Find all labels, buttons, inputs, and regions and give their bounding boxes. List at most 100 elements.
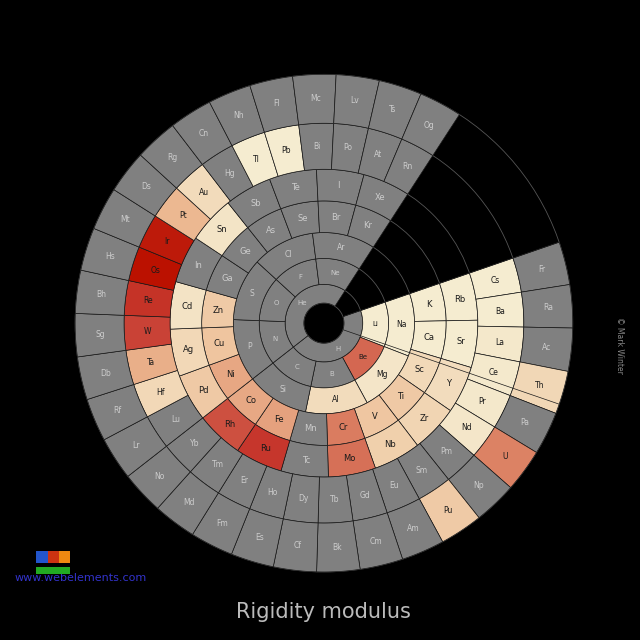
Polygon shape <box>134 371 188 417</box>
Text: Fl: Fl <box>273 99 280 108</box>
Polygon shape <box>342 337 384 380</box>
Text: Lr: Lr <box>132 441 140 450</box>
Text: Be: Be <box>358 355 367 360</box>
Polygon shape <box>77 350 134 399</box>
Polygon shape <box>141 125 202 188</box>
Text: Nd: Nd <box>461 424 472 433</box>
Polygon shape <box>372 458 419 513</box>
Text: Md: Md <box>184 498 195 507</box>
Text: Ba: Ba <box>495 307 506 316</box>
Text: Hg: Hg <box>224 170 234 179</box>
Text: Li: Li <box>372 321 379 327</box>
Polygon shape <box>440 273 478 321</box>
Polygon shape <box>332 124 369 173</box>
Text: Db: Db <box>100 369 111 378</box>
Polygon shape <box>273 347 316 387</box>
Polygon shape <box>399 349 441 393</box>
Polygon shape <box>170 328 209 376</box>
Polygon shape <box>248 209 292 252</box>
Polygon shape <box>411 321 446 358</box>
Text: Pr: Pr <box>479 397 486 406</box>
Text: No: No <box>155 472 165 481</box>
Polygon shape <box>237 424 290 471</box>
Polygon shape <box>202 146 253 201</box>
Polygon shape <box>276 259 319 297</box>
Polygon shape <box>259 280 295 322</box>
Text: Rg: Rg <box>167 153 177 162</box>
Polygon shape <box>456 379 510 427</box>
Polygon shape <box>255 398 299 440</box>
Polygon shape <box>510 362 568 413</box>
Text: Mc: Mc <box>310 95 321 104</box>
Text: As: As <box>266 226 276 235</box>
Text: W: W <box>143 327 151 336</box>
Polygon shape <box>202 290 237 328</box>
Polygon shape <box>253 363 311 412</box>
Polygon shape <box>424 358 471 411</box>
Text: Se: Se <box>297 214 308 223</box>
Text: Tb: Tb <box>330 495 339 504</box>
Polygon shape <box>87 385 147 440</box>
Text: Er: Er <box>240 477 248 486</box>
Polygon shape <box>318 201 356 236</box>
Text: Y: Y <box>446 379 451 388</box>
Text: Bi: Bi <box>314 142 321 151</box>
Polygon shape <box>232 132 278 186</box>
Text: Mt: Mt <box>120 216 130 225</box>
Polygon shape <box>281 440 328 477</box>
Polygon shape <box>495 396 556 452</box>
Text: H: H <box>335 346 340 352</box>
Text: O: O <box>273 300 279 307</box>
Text: Yb: Yb <box>190 440 200 449</box>
Text: Zr: Zr <box>419 414 429 423</box>
Polygon shape <box>441 320 478 367</box>
Polygon shape <box>293 310 363 362</box>
Polygon shape <box>299 124 333 170</box>
Text: B: B <box>329 371 334 378</box>
Text: Ra: Ra <box>543 303 553 312</box>
Text: Kr: Kr <box>363 221 372 230</box>
Bar <box>36 552 47 563</box>
Polygon shape <box>157 472 218 534</box>
Polygon shape <box>257 234 316 280</box>
Polygon shape <box>76 270 129 316</box>
Polygon shape <box>284 474 319 523</box>
Text: Ds: Ds <box>141 182 151 191</box>
Text: Pt: Pt <box>180 211 188 220</box>
Text: Hf: Hf <box>157 387 165 397</box>
Text: Ca: Ca <box>424 333 435 342</box>
Polygon shape <box>285 284 345 347</box>
Polygon shape <box>269 170 318 209</box>
Text: Rb: Rb <box>454 294 465 303</box>
Polygon shape <box>250 76 299 132</box>
Polygon shape <box>420 425 474 479</box>
Polygon shape <box>190 438 243 493</box>
Polygon shape <box>384 294 415 356</box>
Text: Al: Al <box>332 396 339 404</box>
Polygon shape <box>333 75 380 128</box>
Text: Sg: Sg <box>95 330 105 339</box>
Polygon shape <box>316 170 364 205</box>
Text: Cr: Cr <box>339 423 348 432</box>
Polygon shape <box>203 399 255 451</box>
Text: Pa: Pa <box>520 418 529 427</box>
Text: Pm: Pm <box>440 447 452 456</box>
Text: Hs: Hs <box>105 252 115 260</box>
Polygon shape <box>129 247 182 291</box>
Polygon shape <box>402 94 460 156</box>
Text: Cl: Cl <box>284 250 292 259</box>
Polygon shape <box>156 188 211 241</box>
Text: Lv: Lv <box>350 97 359 106</box>
Text: N: N <box>272 336 277 342</box>
Polygon shape <box>139 216 194 264</box>
Text: Cm: Cm <box>370 537 382 546</box>
Text: Br: Br <box>331 213 340 222</box>
Text: Nh: Nh <box>234 111 244 120</box>
Polygon shape <box>311 357 355 388</box>
Text: Rf: Rf <box>113 406 122 415</box>
Text: Eu: Eu <box>390 481 399 490</box>
Polygon shape <box>170 282 206 329</box>
Text: Co: Co <box>246 396 257 405</box>
Polygon shape <box>166 418 221 472</box>
Text: U: U <box>502 452 508 461</box>
